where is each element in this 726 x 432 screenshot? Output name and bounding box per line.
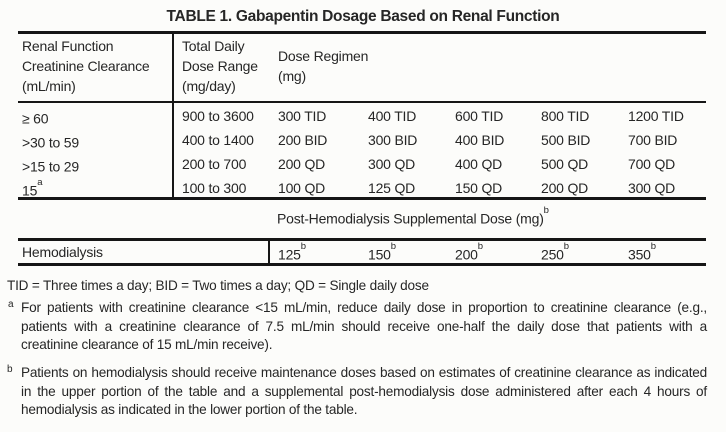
footnote-marker-b: b xyxy=(563,241,570,252)
cell-hemodialysis-label: Hemodialysis xyxy=(22,244,103,260)
table-title: TABLE 1. Gabapentin Dosage Based on Rena… xyxy=(166,8,560,25)
divider-hemodialysis-row xyxy=(268,238,270,266)
cell-supplemental-dose: 350b xyxy=(628,240,656,267)
rule-hemodialysis-bottom xyxy=(18,263,706,266)
post-hemodialysis-label-text: Post-Hemodialysis Supplemental Dose (mg) xyxy=(277,210,544,227)
header-dose-regimen-line1: Dose Regimen xyxy=(278,48,369,64)
cell-dose: 300 TID xyxy=(278,108,327,124)
hemodialysis-row: Hemodialysis 125b 150b 200b 250b 350b xyxy=(18,240,706,264)
cell-supplemental-dose: 250b xyxy=(541,240,569,267)
cell-dose: 200 BID xyxy=(278,132,328,148)
cell-text: 350 xyxy=(628,246,651,263)
cell-text: 200 xyxy=(455,246,478,263)
table-row: >30 to 59 400 to 1400 200 BID 300 BID 40… xyxy=(18,128,706,152)
header-renal-function: Renal Function Creatinine Clearance (mL/… xyxy=(22,36,150,96)
cell-supplemental-dose: 150b xyxy=(368,240,396,267)
header-renal-line1: Renal Function xyxy=(22,38,114,54)
header-dose-regimen-line2: (mg) xyxy=(278,68,306,84)
abbreviations-legend: TID = Three times a day; BID = Two times… xyxy=(7,278,429,293)
footnote-a-marker: a xyxy=(8,299,14,310)
cell-dose: 400 TID xyxy=(368,108,417,124)
footnote-marker-b: b xyxy=(543,205,549,216)
footnote-marker-b: b xyxy=(477,241,484,252)
cell-creatinine-clearance: >15 to 29 xyxy=(22,152,79,179)
rule-main-table-bottom xyxy=(18,197,706,200)
cell-creatinine-clearance: 15a xyxy=(22,176,42,203)
cell-creatinine-clearance: >30 to 59 xyxy=(22,128,79,155)
header-renal-line3: (mL/min) xyxy=(22,78,76,94)
divider-main-table xyxy=(172,31,174,200)
cell-dose: 1200 TID xyxy=(628,108,684,124)
footnote-marker-b: b xyxy=(300,241,307,252)
cell-dose: 700 BID xyxy=(628,132,678,148)
header-total-daily-dose: Total Daily Dose Range (mg/day) xyxy=(182,36,258,96)
table-row: >15 to 29 200 to 700 200 QD 300 QD 400 Q… xyxy=(18,152,706,176)
cell-dose-range: 900 to 3600 xyxy=(182,108,254,124)
rule-hemodialysis-top xyxy=(18,238,706,241)
cell-dose: 200 QD xyxy=(541,180,589,196)
cell-text: 15 xyxy=(22,182,38,199)
cell-dose: 500 BID xyxy=(541,132,591,148)
cell-dose: 500 QD xyxy=(541,156,589,172)
cell-text: 150 xyxy=(368,246,391,263)
cell-dose: 300 BID xyxy=(368,132,418,148)
cell-dose: 800 TID xyxy=(541,108,590,124)
cell-dose: 400 QD xyxy=(455,156,503,172)
footnote-a-text: For patients with creatinine clearance <… xyxy=(21,300,707,352)
header-dose-range-line2: Dose Range xyxy=(182,58,258,74)
table-row: 15a 100 to 300 100 QD 125 QD 150 QD 200 … xyxy=(18,176,706,200)
header-dose-range-line3: (mg/day) xyxy=(182,78,236,94)
header-renal-line2: Creatinine Clearance xyxy=(22,58,150,74)
table-row: ≥ 60 900 to 3600 300 TID 400 TID 600 TID… xyxy=(18,104,706,128)
post-hemodialysis-label: Post-Hemodialysis Supplemental Dose (mg)… xyxy=(277,205,549,227)
rule-below-header xyxy=(18,101,706,103)
cell-supplemental-dose: 200b xyxy=(455,240,483,267)
cell-dose: 125 QD xyxy=(368,180,416,196)
cell-dose: 300 QD xyxy=(628,180,676,196)
cell-text: >15 to 29 xyxy=(22,158,79,175)
cell-dose: 100 QD xyxy=(278,180,326,196)
footnote-b-text: Patients on hemodialysis should receive … xyxy=(21,365,707,417)
cell-dose: 200 QD xyxy=(278,156,326,172)
cell-dose-range: 200 to 700 xyxy=(182,156,247,172)
cell-creatinine-clearance: ≥ 60 xyxy=(22,104,49,131)
footnote-marker-b: b xyxy=(650,241,657,252)
cell-text: 250 xyxy=(541,246,564,263)
cell-dose: 600 TID xyxy=(455,108,504,124)
cell-dose-range: 100 to 300 xyxy=(182,180,247,196)
cell-dose: 700 QD xyxy=(628,156,676,172)
cell-dose-range: 400 to 1400 xyxy=(182,132,254,148)
cell-text: ≥ 60 xyxy=(22,110,49,127)
cell-dose: 150 QD xyxy=(455,180,503,196)
rule-below-title xyxy=(18,31,706,34)
cell-dose: 300 QD xyxy=(368,156,416,172)
footnote-marker-a: a xyxy=(37,177,43,188)
cell-supplemental-dose: 125b xyxy=(278,240,306,267)
cell-text: >30 to 59 xyxy=(22,134,79,151)
cell-dose: 400 BID xyxy=(455,132,505,148)
cell-text: 125 xyxy=(278,246,301,263)
footnote-b-marker: b xyxy=(7,364,13,375)
header-dose-regimen: Dose Regimen (mg) xyxy=(278,46,368,86)
footnote-marker-b: b xyxy=(390,241,397,252)
header-dose-range-line1: Total Daily xyxy=(182,38,245,54)
